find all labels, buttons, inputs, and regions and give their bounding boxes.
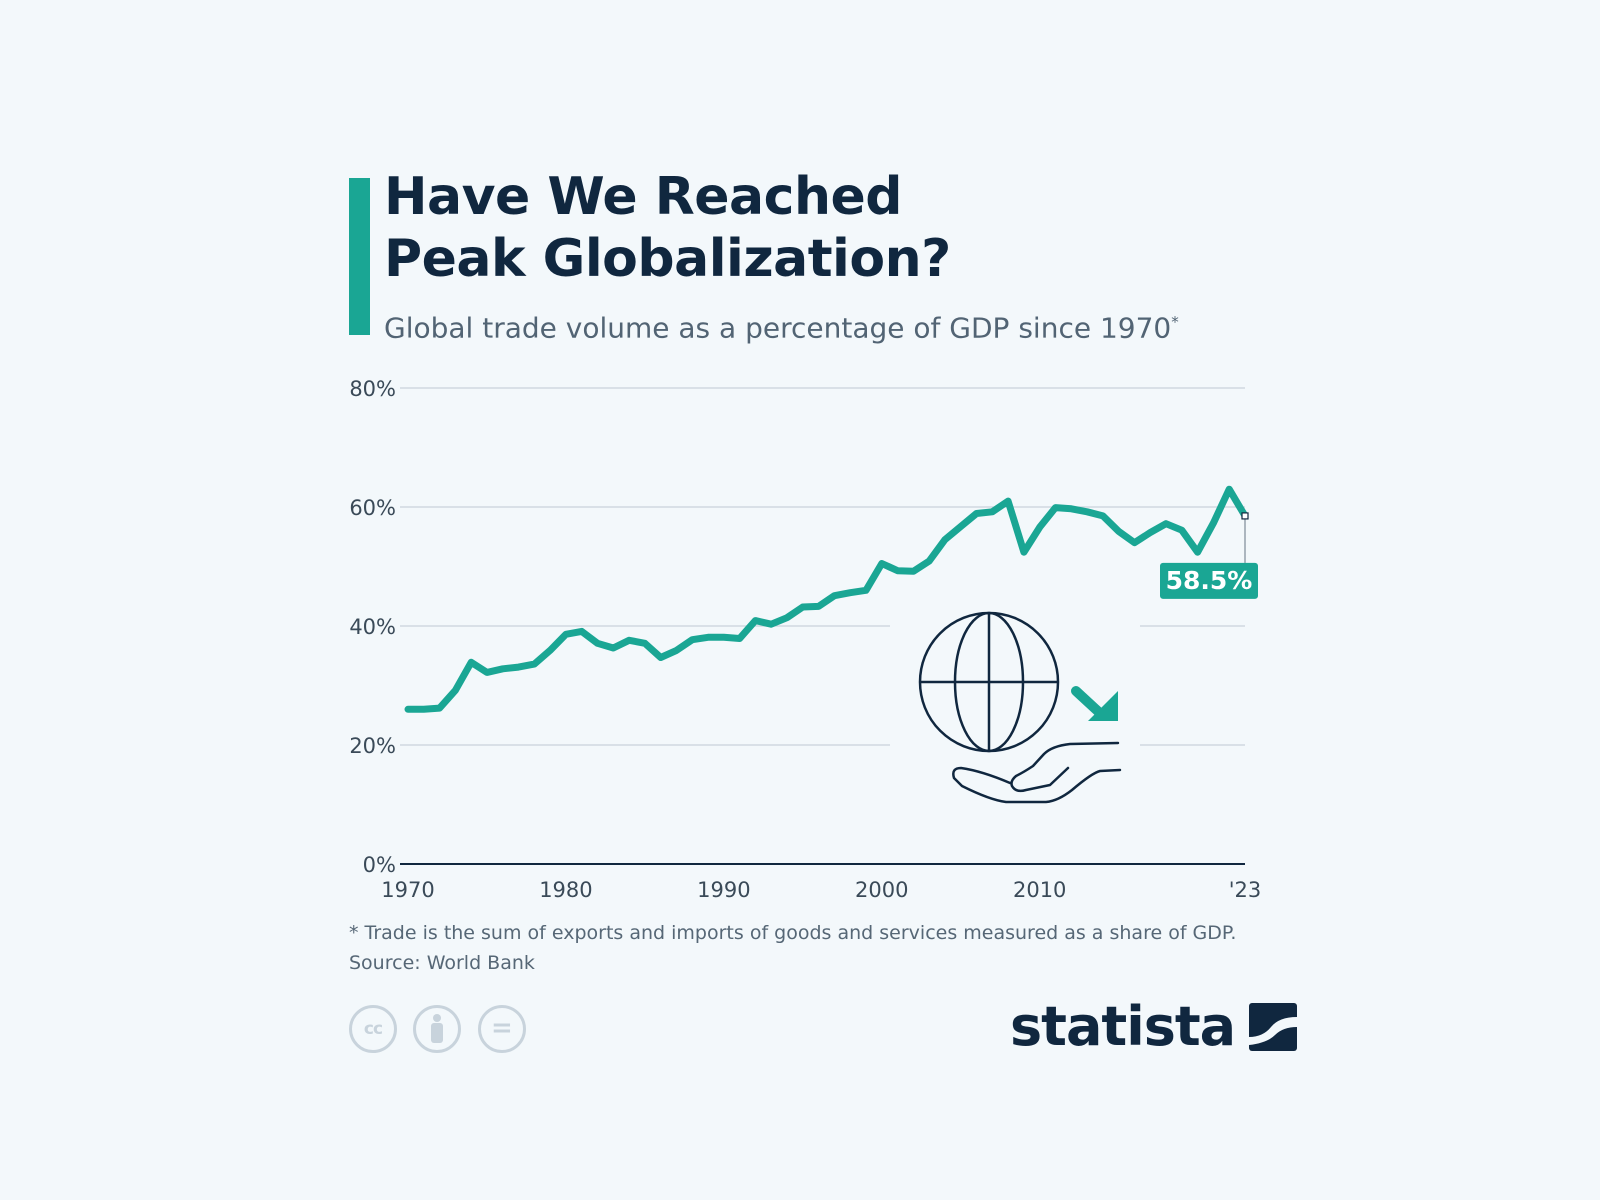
title-accent-bar (349, 178, 370, 335)
no-derivatives-icon-text: = (491, 1013, 513, 1043)
arrow-down-right-icon (1071, 686, 1118, 721)
y-tick-label: 20% (349, 734, 396, 758)
subtitle-footnote-mark: * (1171, 313, 1179, 331)
end-value-annotation: 58.5% (1160, 512, 1258, 599)
footnote-source: Source: World Bank (349, 952, 535, 974)
annotation-marker (1241, 512, 1249, 520)
title-line-1: Have We Reached (384, 167, 902, 227)
hand-icon (952, 741, 1122, 804)
by-attribution-icon[interactable] (413, 1005, 462, 1053)
x-tick-label: 2010 (1013, 878, 1066, 902)
x-tick-label: 1990 (697, 878, 750, 902)
y-axis: 0% 20% 40% 60% 80% (349, 377, 396, 877)
globe-icon (918, 611, 1060, 753)
line-chart: 1970 1980 1990 2000 2010 '23 0% 20% 40% 60% 80% 5… (349, 377, 1261, 902)
statista-brand[interactable]: statista (1010, 995, 1298, 1058)
y-tick-label: 60% (349, 496, 396, 520)
chart-title: Have We Reached Peak Globalization? (384, 166, 951, 290)
chart-grid (400, 387, 1245, 865)
globe-hand-illustration (890, 602, 1140, 818)
annotation-label-box (1160, 562, 1258, 599)
y-tick-label: 0% (363, 853, 396, 877)
y-tick-label: 80% (349, 377, 396, 401)
footnote: * Trade is the sum of exports and import… (349, 918, 1236, 978)
x-axis: 1970 1980 1990 2000 2010 '23 (381, 878, 1261, 902)
series-line (404, 485, 1249, 713)
x-tick-label: 1980 (539, 878, 592, 902)
footnote-note: * Trade is the sum of exports and import… (349, 922, 1237, 944)
person-head (433, 1014, 442, 1022)
person-body (431, 1023, 444, 1043)
y-tick-label: 40% (349, 615, 396, 639)
cc-icon-text: cc (363, 1019, 383, 1039)
title-line-2: Peak Globalization? (384, 229, 951, 289)
license-icons: cc = (349, 1005, 538, 1053)
cc-icon[interactable]: cc (349, 1005, 397, 1053)
brand-name: statista (1010, 995, 1236, 1058)
chart-subtitle: Global trade volume as a percentage of G… (384, 302, 1179, 348)
statista-logo-icon (1249, 1002, 1298, 1051)
x-tick-label: 2000 (855, 878, 908, 902)
series-layer (404, 485, 1249, 713)
no-derivatives-icon[interactable]: = (477, 1005, 526, 1053)
x-tick-label: 1970 (381, 878, 434, 902)
annotation-label: 58.5% (1166, 566, 1253, 595)
subtitle-text: Global trade volume as a percentage of G… (384, 311, 1172, 345)
x-tick-label: '23 (1229, 878, 1262, 902)
